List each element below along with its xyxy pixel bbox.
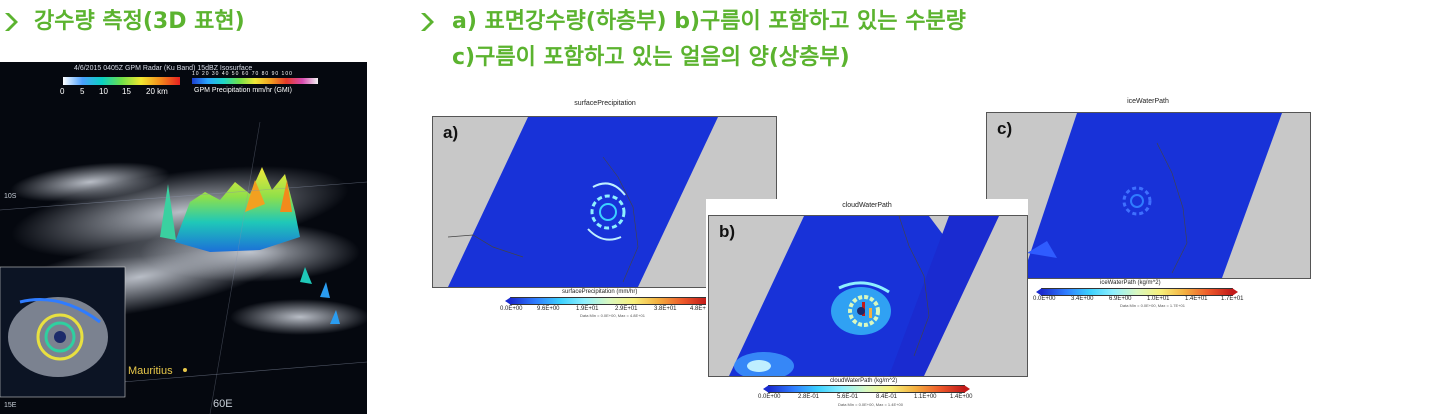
tick-label: 8.4E-01 [876,394,898,400]
km-tick: 0 [60,87,65,96]
colorbar-label: surfacePrecipitation (mm/hr) [562,289,638,295]
panel-letter: b) [719,222,736,241]
data-min-max: Data Min = 0.0E+00, Max = 4.8E+01 [580,313,645,318]
latitude-label-2: 15E [4,402,17,409]
tick-label: 3.4E+00 [1071,296,1094,302]
figure-title: surfacePrecipitation [574,100,636,107]
figure-ice-water-path: iceWaterPath c) iceWaterPath (kg/m^2) 0.… [985,96,1311,311]
rate-colorbar-label: GPM Precipitation mm/hr (GMI) [194,87,293,94]
tick-label: 9.6E+00 [537,306,560,312]
tick-label: 3.8E+01 [654,306,677,312]
figure-title: iceWaterPath [1127,98,1169,105]
place-label-mauritius: Mauritius [128,365,173,377]
rate-colorbar [192,78,318,84]
tick-label: 1.4E+00 [950,394,973,400]
colorbar [505,297,713,305]
panel-letter: a) [443,123,459,142]
heading-3d-precipitation: 강수량 측정(3D 표현) [34,9,245,34]
tick-label: 1.7E+01 [1221,296,1244,302]
colorbar [1036,288,1238,296]
tick-label: 0.0E+00 [500,306,523,312]
chevron-right-icon [5,13,18,31]
tick-label: 1.9E+01 [576,306,599,312]
heading-components-line2: c)구름이 포함하고 있는 얼음의 양(상층부) [452,45,850,70]
tick-label: 0.0E+00 [758,394,781,400]
figure-title: cloudWaterPath [842,202,892,209]
radar-image-title: 4/6/2015 0405Z GPM Radar (Ku Band) 15dBZ… [74,65,253,72]
tick-label: 1.1E+00 [914,394,937,400]
tick-label: 2.8E-01 [798,394,820,400]
tick-label: 4.8E+01 [690,306,713,312]
rate-ticks: 10 20 30 40 50 60 70 80 90 100 [192,71,293,77]
figure-cloud-water-path: cloudWaterPath b) cloudWaterPath (kg/m^2… [706,199,1028,411]
tick-label: 2.9E+01 [615,306,638,312]
colorbar [763,385,970,393]
heading-components-line1: a) 표면강수량(하층부) b)구름이 포함하고 있는 수분량 [452,9,966,34]
km-tick: 10 [99,87,108,96]
map-cloud-water-path: b) [708,215,1028,377]
colorbar-label: iceWaterPath (kg/m^2) [1100,280,1161,286]
tick-label: 6.9E+00 [1109,296,1132,302]
satellite-scene [0,121,367,414]
tick-label: 1.0E+01 [1147,296,1170,302]
colorbar-label: cloudWaterPath (kg/m^2) [830,378,898,384]
data-min-max: Data Min = 0.0E+00, Max = 1.4E+00 [838,402,903,407]
tick-label: 1.4E+01 [1185,296,1208,302]
map-ice-water-path: c) [986,112,1311,279]
panel-letter: c) [997,119,1013,138]
gpm-3d-radar-image: 4/6/2015 0405Z GPM Radar (Ku Band) 15dBZ… [0,62,367,414]
km-tick: 5 [80,87,85,96]
km-tick: 15 [122,87,131,96]
height-colorbar [63,77,180,85]
latitude-label: 10S [4,193,17,200]
tick-label: 0.0E+00 [1033,296,1056,302]
chevron-right-icon [421,13,434,31]
tick-label: 5.6E-01 [837,394,859,400]
km-tick: 20 km [146,87,168,96]
data-min-max: Data Min = 0.0E+00, Max = 1.7E+01 [1120,303,1185,308]
longitude-label: 60E [213,398,233,410]
